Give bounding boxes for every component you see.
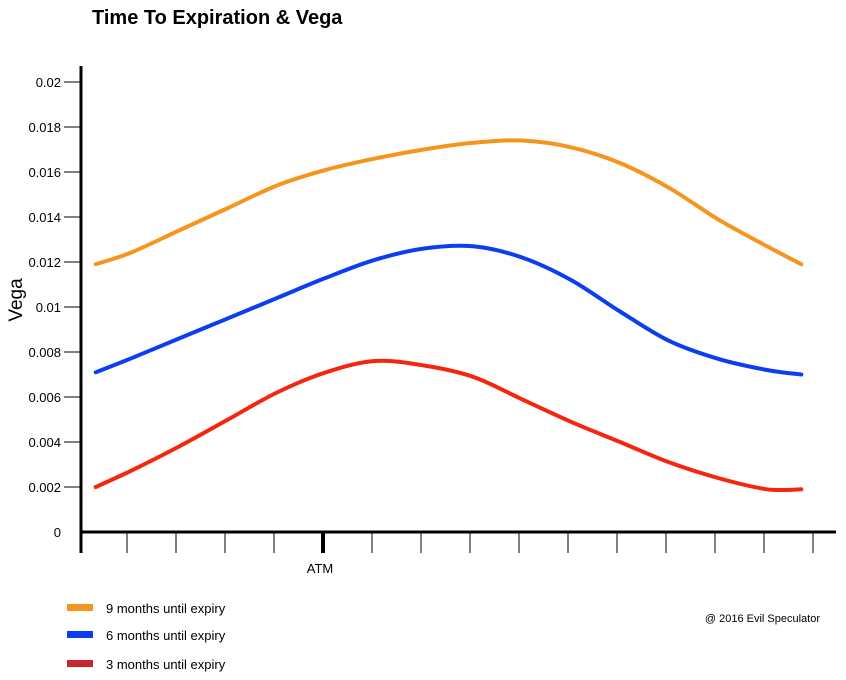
y-tick-label: 0.014 (28, 210, 61, 225)
legend-item: 6 months until expiry (67, 628, 226, 643)
y-tick-label: 0.004 (28, 435, 61, 450)
y-tick-label: 0.018 (28, 120, 61, 135)
y-tick-label: 0.008 (28, 345, 61, 360)
y-tick-label: 0.012 (28, 255, 61, 270)
series-lines (93, 138, 804, 493)
x-marker-label: ATM (307, 561, 333, 576)
y-axis: 0 0.002 0.004 0.006 0.008 0.01 0.012 0.014 0.016… (28, 66, 83, 553)
legend-label: 9 months until expiry (106, 601, 226, 616)
legend-label: 6 months until expiry (106, 628, 226, 643)
copyright-annotation: @ 2016 Evil Speculator (705, 613, 820, 625)
legend-swatch (67, 631, 93, 638)
series-line-0 (93, 138, 804, 267)
legend-swatch (67, 660, 93, 667)
series-line-1 (93, 243, 804, 377)
legend: 9 months until expiry 6 months until expi… (67, 601, 226, 672)
y-tick-label: 0.01 (36, 300, 61, 315)
legend-item: 9 months until expiry (67, 601, 226, 616)
y-tick-label: 0.002 (28, 480, 61, 495)
series-line-2 (93, 358, 804, 493)
legend-label: 3 months until expiry (106, 657, 226, 672)
y-tick-label: 0.006 (28, 390, 61, 405)
y-tick-label: 0 (54, 525, 61, 540)
x-axis (80, 530, 836, 553)
chart-title: Time To Expiration & Vega (92, 7, 343, 29)
y-tick-label: 0.02 (36, 75, 61, 90)
y-tick-label: 0.016 (28, 165, 61, 180)
legend-swatch (67, 604, 93, 611)
y-axis-label: Vega (6, 278, 27, 322)
legend-item: 3 months until expiry (67, 657, 226, 672)
